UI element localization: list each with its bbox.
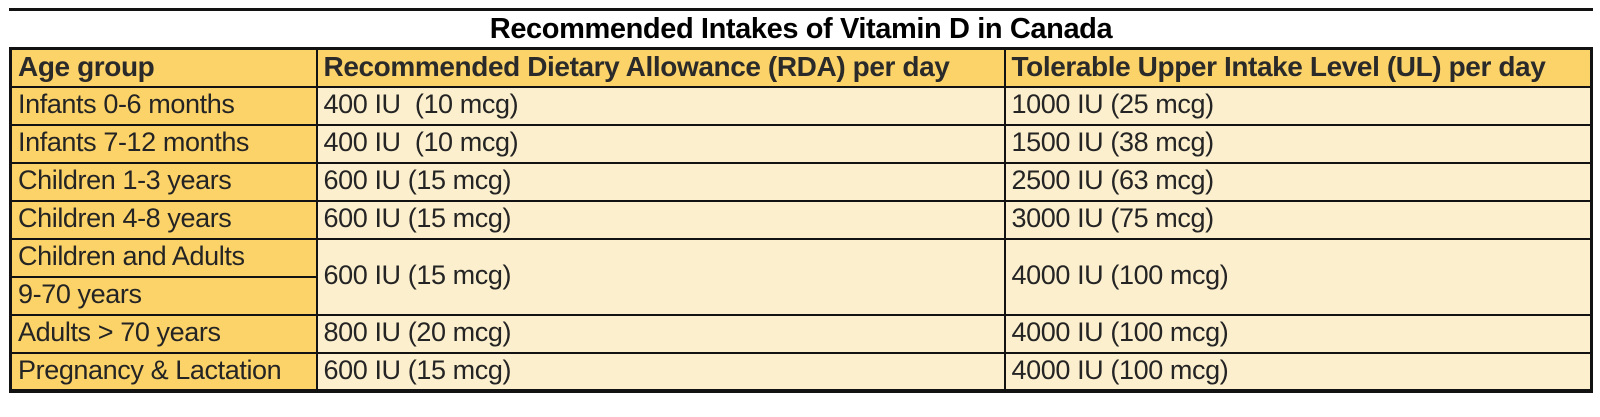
table-row-pregnancy-lactation: Pregnancy & Lactation 600 IU (15 mcg) 40… xyxy=(9,351,1593,392)
table-row-children-4-8: Children 4-8 years 600 IU (15 mcg) 3000 … xyxy=(9,199,1593,240)
ul-cell: 4000 IU (100 mcg) xyxy=(1003,351,1593,392)
ul-cell: 3000 IU (75 mcg) xyxy=(1003,199,1593,240)
rda-cell: 600 IU (15 mcg) xyxy=(315,237,1006,316)
age-group-cell: Infants 0-6 months xyxy=(9,85,318,126)
ul-cell: 1500 IU (38 mcg) xyxy=(1003,123,1593,164)
table-row-children-1-3: Children 1-3 years 600 IU (15 mcg) 2500 … xyxy=(9,161,1593,202)
age-group-cell-line1: Children and Adults xyxy=(9,237,318,278)
age-group-cell: Pregnancy & Lactation xyxy=(9,351,318,392)
rda-cell: 600 IU (15 mcg) xyxy=(315,161,1006,202)
rda-cell: 400 IU (10 mcg) xyxy=(315,85,1006,126)
age-group-cell: Infants 7-12 months xyxy=(9,123,318,164)
table-title-band: Recommended Intakes of Vitamin D in Cana… xyxy=(9,8,1593,47)
table-row-infants-7-12: Infants 7-12 months 400 IU (10 mcg) 1500… xyxy=(9,123,1593,164)
age-group-cell: Children 4-8 years xyxy=(9,199,318,240)
table-row-adults-over-70: Adults > 70 years 800 IU (20 mcg) 4000 I… xyxy=(9,313,1593,354)
ul-cell: 4000 IU (100 mcg) xyxy=(1003,313,1593,354)
age-group-cell-line2: 9-70 years xyxy=(9,275,318,316)
header-row: Age group Recommended Dietary Allowance … xyxy=(9,47,1593,88)
rda-cell: 600 IU (15 mcg) xyxy=(315,199,1006,240)
vitamin-d-intake-table: Age group Recommended Dietary Allowance … xyxy=(9,47,1593,393)
table-row-infants-0-6: Infants 0-6 months 400 IU (10 mcg) 1000 … xyxy=(9,85,1593,126)
table-row-children-adults-9-70-line1: Children and Adults 600 IU (15 mcg) 4000… xyxy=(9,237,1593,316)
rda-cell: 800 IU (20 mcg) xyxy=(315,313,1006,354)
rda-cell: 400 IU (10 mcg) xyxy=(315,123,1006,164)
page-title: Recommended Intakes of Vitamin D in Cana… xyxy=(489,12,1113,45)
age-group-cell: Children 1-3 years xyxy=(9,161,318,202)
ul-cell: 4000 IU (100 mcg) xyxy=(1003,237,1593,316)
age-group-cell: Adults > 70 years xyxy=(9,313,318,354)
rda-cell: 600 IU (15 mcg) xyxy=(315,351,1006,392)
header-ul-per-day: Tolerable Upper Intake Level (UL) per da… xyxy=(1003,47,1593,88)
header-rda-per-day: Recommended Dietary Allowance (RDA) per … xyxy=(315,47,1006,88)
ul-cell: 2500 IU (63 mcg) xyxy=(1003,161,1593,202)
table-row-children-adults-9-70-line2: 9-70 years xyxy=(9,275,1592,316)
ul-cell: 1000 IU (25 mcg) xyxy=(1003,85,1593,126)
header-age-group: Age group xyxy=(9,47,318,88)
